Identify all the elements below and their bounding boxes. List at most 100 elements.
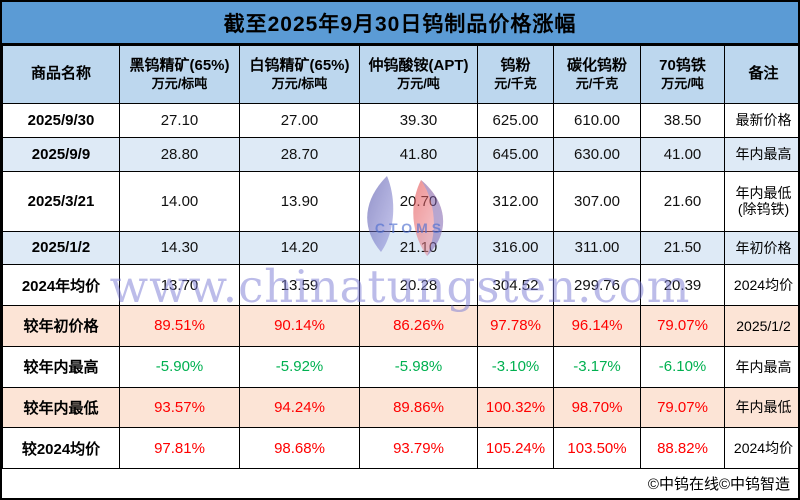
column-header-6: 70钨铁 万元/吨 — [640, 45, 725, 104]
table-row-5: 较年初价格 89.51% 90.14% 86.26% 97.78% 96.14% 79.07… — [2, 305, 798, 347]
column-name: 仲钨酸铵(APT) — [368, 57, 469, 75]
value-cell: -5.92% — [239, 345, 360, 388]
page-title: 截至2025年9月30日钨制品价格涨幅 — [2, 2, 798, 45]
value-cell: 20.70 — [359, 170, 478, 232]
value-cell: 28.70 — [239, 136, 360, 172]
remark-cell: 2025/1/2 — [724, 305, 798, 347]
value-cell: 88.82% — [640, 427, 725, 469]
value-cell: 21.10 — [359, 230, 478, 266]
value-cell: 27.00 — [239, 103, 360, 138]
column-name: 70钨铁 — [659, 57, 706, 75]
value-cell: 645.00 — [477, 136, 554, 172]
value-cell: 103.50% — [553, 427, 641, 469]
column-header-2: 白钨精矿(65%) 万元/标吨 — [239, 45, 360, 104]
row-label: 2025/9/30 — [2, 103, 120, 138]
row-label: 较年内最高 — [2, 345, 120, 388]
value-cell: 13.70 — [119, 264, 240, 307]
value-cell: 312.00 — [477, 170, 554, 232]
row-label: 2025/3/21 — [2, 170, 120, 232]
value-cell: 13.90 — [239, 170, 360, 232]
remark-cell: 年内最高 — [724, 136, 798, 172]
column-unit: 万元/吨 — [661, 76, 704, 92]
remark-cell: 最新价格 — [724, 103, 798, 138]
value-cell: 307.00 — [553, 170, 641, 232]
column-header-0: 商品名称 — [2, 45, 120, 104]
remark-cell: 年内最高 — [724, 345, 798, 388]
value-cell: 20.28 — [359, 264, 478, 307]
value-cell: 39.30 — [359, 103, 478, 138]
remark-cell: 2024均价 — [724, 427, 798, 469]
value-cell: 41.00 — [640, 136, 725, 172]
value-cell: -5.90% — [119, 345, 240, 388]
value-cell: 625.00 — [477, 103, 554, 138]
value-cell: 14.30 — [119, 230, 240, 266]
column-name: 黑钨精矿(65%) — [129, 57, 230, 75]
column-unit: 万元/标吨 — [151, 76, 208, 92]
table-row-0: 2025/9/30 27.10 27.00 39.30 625.00 610.00 38.5… — [2, 103, 798, 138]
table-row-3: 2025/1/2 14.30 14.20 21.10 316.00 311.00 21.50… — [2, 230, 798, 266]
row-label: 较年初价格 — [2, 305, 120, 347]
value-cell: 28.80 — [119, 136, 240, 172]
value-cell: 610.00 — [553, 103, 641, 138]
remark-cell: 2024均价 — [724, 264, 798, 307]
value-cell: -3.17% — [553, 345, 641, 388]
column-unit: 万元/吨 — [397, 76, 440, 92]
column-name: 白钨精矿(65%) — [249, 57, 350, 75]
column-unit: 元/千克 — [494, 76, 537, 92]
row-label: 较2024均价 — [2, 427, 120, 469]
column-name: 碳化钨粉 — [566, 57, 627, 75]
value-cell: 14.20 — [239, 230, 360, 266]
value-cell: -5.98% — [359, 345, 478, 388]
column-header-5: 碳化钨粉 元/千克 — [553, 45, 641, 104]
value-cell: 100.32% — [477, 386, 554, 429]
value-cell: 316.00 — [477, 230, 554, 266]
value-cell: 79.07% — [640, 386, 725, 429]
row-label: 2024年均价 — [2, 264, 120, 307]
column-name: 钨粉 — [500, 57, 531, 75]
value-cell: 21.50 — [640, 230, 725, 266]
table-row-4: 2024年均价 13.70 13.59 20.28 304.52 299.76 20.39 2… — [2, 264, 798, 307]
column-header-4: 钨粉 元/千克 — [477, 45, 554, 104]
value-cell: 311.00 — [553, 230, 641, 266]
table-row-8: 较2024均价 97.81% 98.68% 93.79% 105.24% 103.50% 8… — [2, 427, 798, 469]
value-cell: -3.10% — [477, 345, 554, 388]
copyright-footer: ©中钨在线©中钨智造 — [2, 469, 798, 498]
value-cell: 299.76 — [553, 264, 641, 307]
value-cell: 21.60 — [640, 170, 725, 232]
row-label: 2025/1/2 — [2, 230, 120, 266]
value-cell: 38.50 — [640, 103, 725, 138]
column-header-3: 仲钨酸铵(APT) 万元/吨 — [359, 45, 478, 104]
value-cell: 86.26% — [359, 305, 478, 347]
column-header-7: 备注 — [724, 45, 798, 104]
value-cell: 630.00 — [553, 136, 641, 172]
value-cell: 89.86% — [359, 386, 478, 429]
value-cell: 93.79% — [359, 427, 478, 469]
value-cell: 27.10 — [119, 103, 240, 138]
header-row: 商品名称 黑钨精矿(65%) 万元/标吨 白钨精矿(65%) 万元/标吨 仲钨酸铵(APT… — [2, 45, 798, 104]
value-cell: 14.00 — [119, 170, 240, 232]
row-label: 较年内最低 — [2, 386, 120, 429]
table-row-1: 2025/9/9 28.80 28.70 41.80 645.00 630.00 41.00… — [2, 136, 798, 172]
table-row-2: 2025/3/21 14.00 13.90 20.70 312.00 307.00 21.6… — [2, 170, 798, 232]
value-cell: 105.24% — [477, 427, 554, 469]
remark-cell: 年内最低 — [724, 386, 798, 429]
remark-cell: 年初价格 — [724, 230, 798, 266]
column-name: 备注 — [748, 65, 779, 83]
value-cell: 97.81% — [119, 427, 240, 469]
value-cell: 20.39 — [640, 264, 725, 307]
column-name: 商品名称 — [30, 65, 91, 83]
value-cell: 98.68% — [239, 427, 360, 469]
value-cell: 97.78% — [477, 305, 554, 347]
value-cell: 90.14% — [239, 305, 360, 347]
remark-cell: 年内最低(除钨铁) — [724, 170, 798, 232]
value-cell: 96.14% — [553, 305, 641, 347]
value-cell: 79.07% — [640, 305, 725, 347]
table-row-6: 较年内最高 -5.90% -5.92% -5.98% -3.10% -3.17% -6.10… — [2, 345, 798, 388]
value-cell: 98.70% — [553, 386, 641, 429]
value-cell: 93.57% — [119, 386, 240, 429]
column-unit: 元/千克 — [575, 76, 619, 92]
value-cell: 89.51% — [119, 305, 240, 347]
price-table: 商品名称 黑钨精矿(65%) 万元/标吨 白钨精矿(65%) 万元/标吨 仲钨酸铵(APT… — [2, 45, 798, 469]
value-cell: 94.24% — [239, 386, 360, 429]
